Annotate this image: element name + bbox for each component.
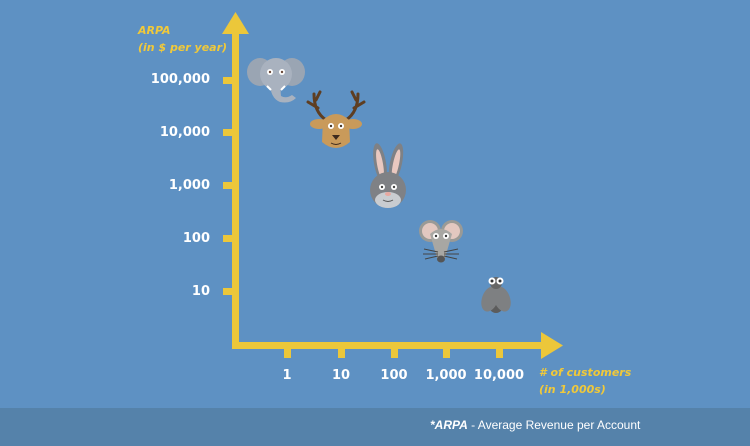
x-tick-label: 10 [331,368,351,383]
x-tick-label: 100 [380,368,408,383]
deer-icon [306,90,366,148]
y-axis-title-line1: ARPA [138,24,171,37]
y-tick-label: 10,000 [159,125,210,140]
fly-icon [481,277,511,313]
x-tick-label: 1,000 [425,368,467,383]
y-axis-title-line2: (in $ per year) [138,41,228,54]
mouse-icon [419,220,463,263]
x-axis-title-line2: (in 1,000s) [539,383,606,396]
y-axis-title: ARPA (in $ per year) [138,22,227,56]
footnote-definition: - Average Revenue per Account [467,418,641,432]
x-tick-label: 1 [282,368,292,383]
x-axis-title-line1: # of customers [539,366,632,379]
rabbit-icon [370,143,406,208]
y-tick-label: 10 [191,284,210,299]
x-tick-label: 10,000 [473,368,525,383]
y-axis [222,12,249,349]
chart-area: ARPA (in $ per year) 100,000 10,000 1,00… [138,12,632,398]
footnote-term: *ARPA [430,418,468,432]
y-tick-label: 100 [182,231,210,246]
footnote: *ARPA - Average Revenue per Account [430,418,640,432]
elephant-icon [247,58,305,103]
x-axis-title: # of customers (in 1,000s) [539,364,631,398]
y-tick-label: 100,000 [150,72,210,87]
y-tick-label: 1,000 [168,178,210,193]
x-axis [232,332,563,359]
chart-graphics [222,12,563,359]
footer-bar: *ARPA - Average Revenue per Account [0,408,750,446]
